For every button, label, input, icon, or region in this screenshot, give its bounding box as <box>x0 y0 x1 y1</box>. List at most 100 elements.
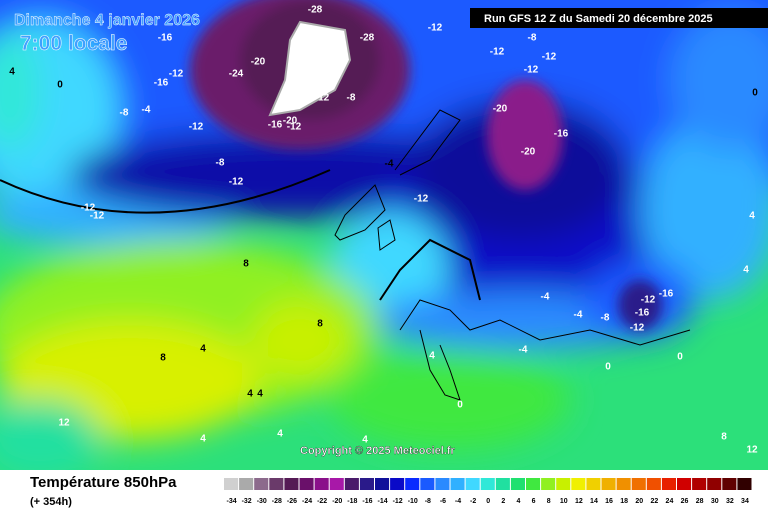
legend-label: -10 <box>408 498 418 505</box>
legend-label: 12 <box>575 498 583 505</box>
contour-label: -16 <box>659 289 674 300</box>
contour-label: -16 <box>158 33 173 44</box>
contour-label: -12 <box>414 194 429 205</box>
legend-label: 14 <box>590 498 598 505</box>
legend-swatch <box>661 478 676 490</box>
legend-label: -24 <box>302 498 312 505</box>
legend-swatch <box>465 478 480 490</box>
legend-swatch <box>239 478 254 490</box>
contour-label: -28 <box>360 33 375 44</box>
contour-label: 0 <box>752 88 758 99</box>
run-box <box>470 8 768 28</box>
legend-label: -8 <box>425 498 431 505</box>
legend-label: -6 <box>440 498 446 505</box>
legend-label: -26 <box>287 498 297 505</box>
legend-swatch <box>616 478 631 490</box>
contour-label: -8 <box>601 313 610 324</box>
legend-label: 34 <box>741 498 749 505</box>
contour-label: -12 <box>90 211 105 222</box>
contour-label: 8 <box>317 319 323 330</box>
run-label: Run GFS 12 Z du Samedi 20 décembre 2025 <box>484 13 713 25</box>
contour-label: -12 <box>641 295 656 306</box>
contour-label: -28 <box>308 5 323 16</box>
legend-swatch <box>631 478 646 490</box>
legend-swatch <box>329 478 344 490</box>
contour-label: -12 <box>542 52 557 63</box>
legend-label: 2 <box>501 498 505 505</box>
contour-label: -16 <box>554 129 569 140</box>
map: Run GFS 12 Z du Samedi 20 décembre 2025 … <box>0 0 768 470</box>
legend-swatch <box>541 478 556 490</box>
legend-swatch <box>284 478 299 490</box>
contour-label: 8 <box>721 432 727 443</box>
contour-label: -8 <box>120 108 129 119</box>
contour-label: 4 <box>277 429 283 440</box>
legend-label: 32 <box>726 498 734 505</box>
contour-label: -12 <box>287 122 302 133</box>
legend-label: 6 <box>532 498 536 505</box>
contour-label: 4 <box>9 67 15 78</box>
legend-swatch <box>722 478 737 490</box>
contour-label: -20 <box>521 147 536 158</box>
legend-label: 22 <box>650 498 658 505</box>
legend-swatch <box>646 478 661 490</box>
legend-swatch <box>435 478 450 490</box>
contour-label: -20 <box>251 57 266 68</box>
legend-swatch <box>571 478 586 490</box>
footer-title: Température 850hPa <box>30 474 177 491</box>
legend-swatch <box>269 478 284 490</box>
legend-label: 28 <box>696 498 704 505</box>
legend-swatch <box>224 478 239 490</box>
contour-label: -12 <box>524 65 539 76</box>
legend-swatch <box>586 478 601 490</box>
contour-label: -16 <box>268 120 283 131</box>
contour-label: -12 <box>189 122 204 133</box>
legend-swatch <box>707 478 722 490</box>
legend-swatch <box>299 478 314 490</box>
contour-label: -4 <box>574 310 583 321</box>
contour-label: 4 <box>429 351 435 362</box>
legend-label: -18 <box>347 498 357 505</box>
legend-label: -20 <box>332 498 342 505</box>
legend-swatch <box>344 478 359 490</box>
contour-label: 4 <box>749 211 755 222</box>
legend-swatch <box>526 478 541 490</box>
legend-label: 20 <box>635 498 643 505</box>
contour-label: 12 <box>58 418 70 429</box>
contour-label: 0 <box>605 362 611 373</box>
legend-label: 24 <box>666 498 674 505</box>
contour-label: -12 <box>315 93 330 104</box>
contour-label: -4 <box>541 292 550 303</box>
contour-label: -16 <box>154 78 169 89</box>
date-label: Dimanche 4 janvier 2026 <box>14 12 200 29</box>
legend-label: -2 <box>470 498 476 505</box>
legend-swatch <box>677 478 692 490</box>
legend-swatch <box>556 478 571 490</box>
contour-label: 0 <box>57 80 63 91</box>
contour-label: 4 <box>247 389 253 400</box>
contour-label: -12 <box>169 69 184 80</box>
contour-label: 0 <box>457 400 463 411</box>
contour-label: 0 <box>677 352 683 363</box>
contour-label: -20 <box>283 116 298 127</box>
legend-label: 8 <box>547 498 551 505</box>
legend-swatch <box>314 478 329 490</box>
legend-swatch <box>480 478 495 490</box>
contour-label: -4 <box>142 105 151 116</box>
legend-label: -14 <box>377 498 387 505</box>
contour-label: -8 <box>528 33 537 44</box>
legend-label: -32 <box>242 498 252 505</box>
contour-label: -4 <box>519 345 528 356</box>
legend-label: -4 <box>455 498 461 505</box>
contour-label: 4 <box>743 265 749 276</box>
copyright: Copyright © 2025 Meteociel.fr <box>300 445 456 457</box>
contour-label: 8 <box>160 353 166 364</box>
legend-label: 30 <box>711 498 719 505</box>
legend-label: 18 <box>620 498 628 505</box>
legend-label: -12 <box>393 498 403 505</box>
footer-lead: (+ 354h) <box>30 496 72 508</box>
legend-label: -28 <box>272 498 282 505</box>
legend-label: 10 <box>560 498 568 505</box>
legend-label: 26 <box>681 498 689 505</box>
